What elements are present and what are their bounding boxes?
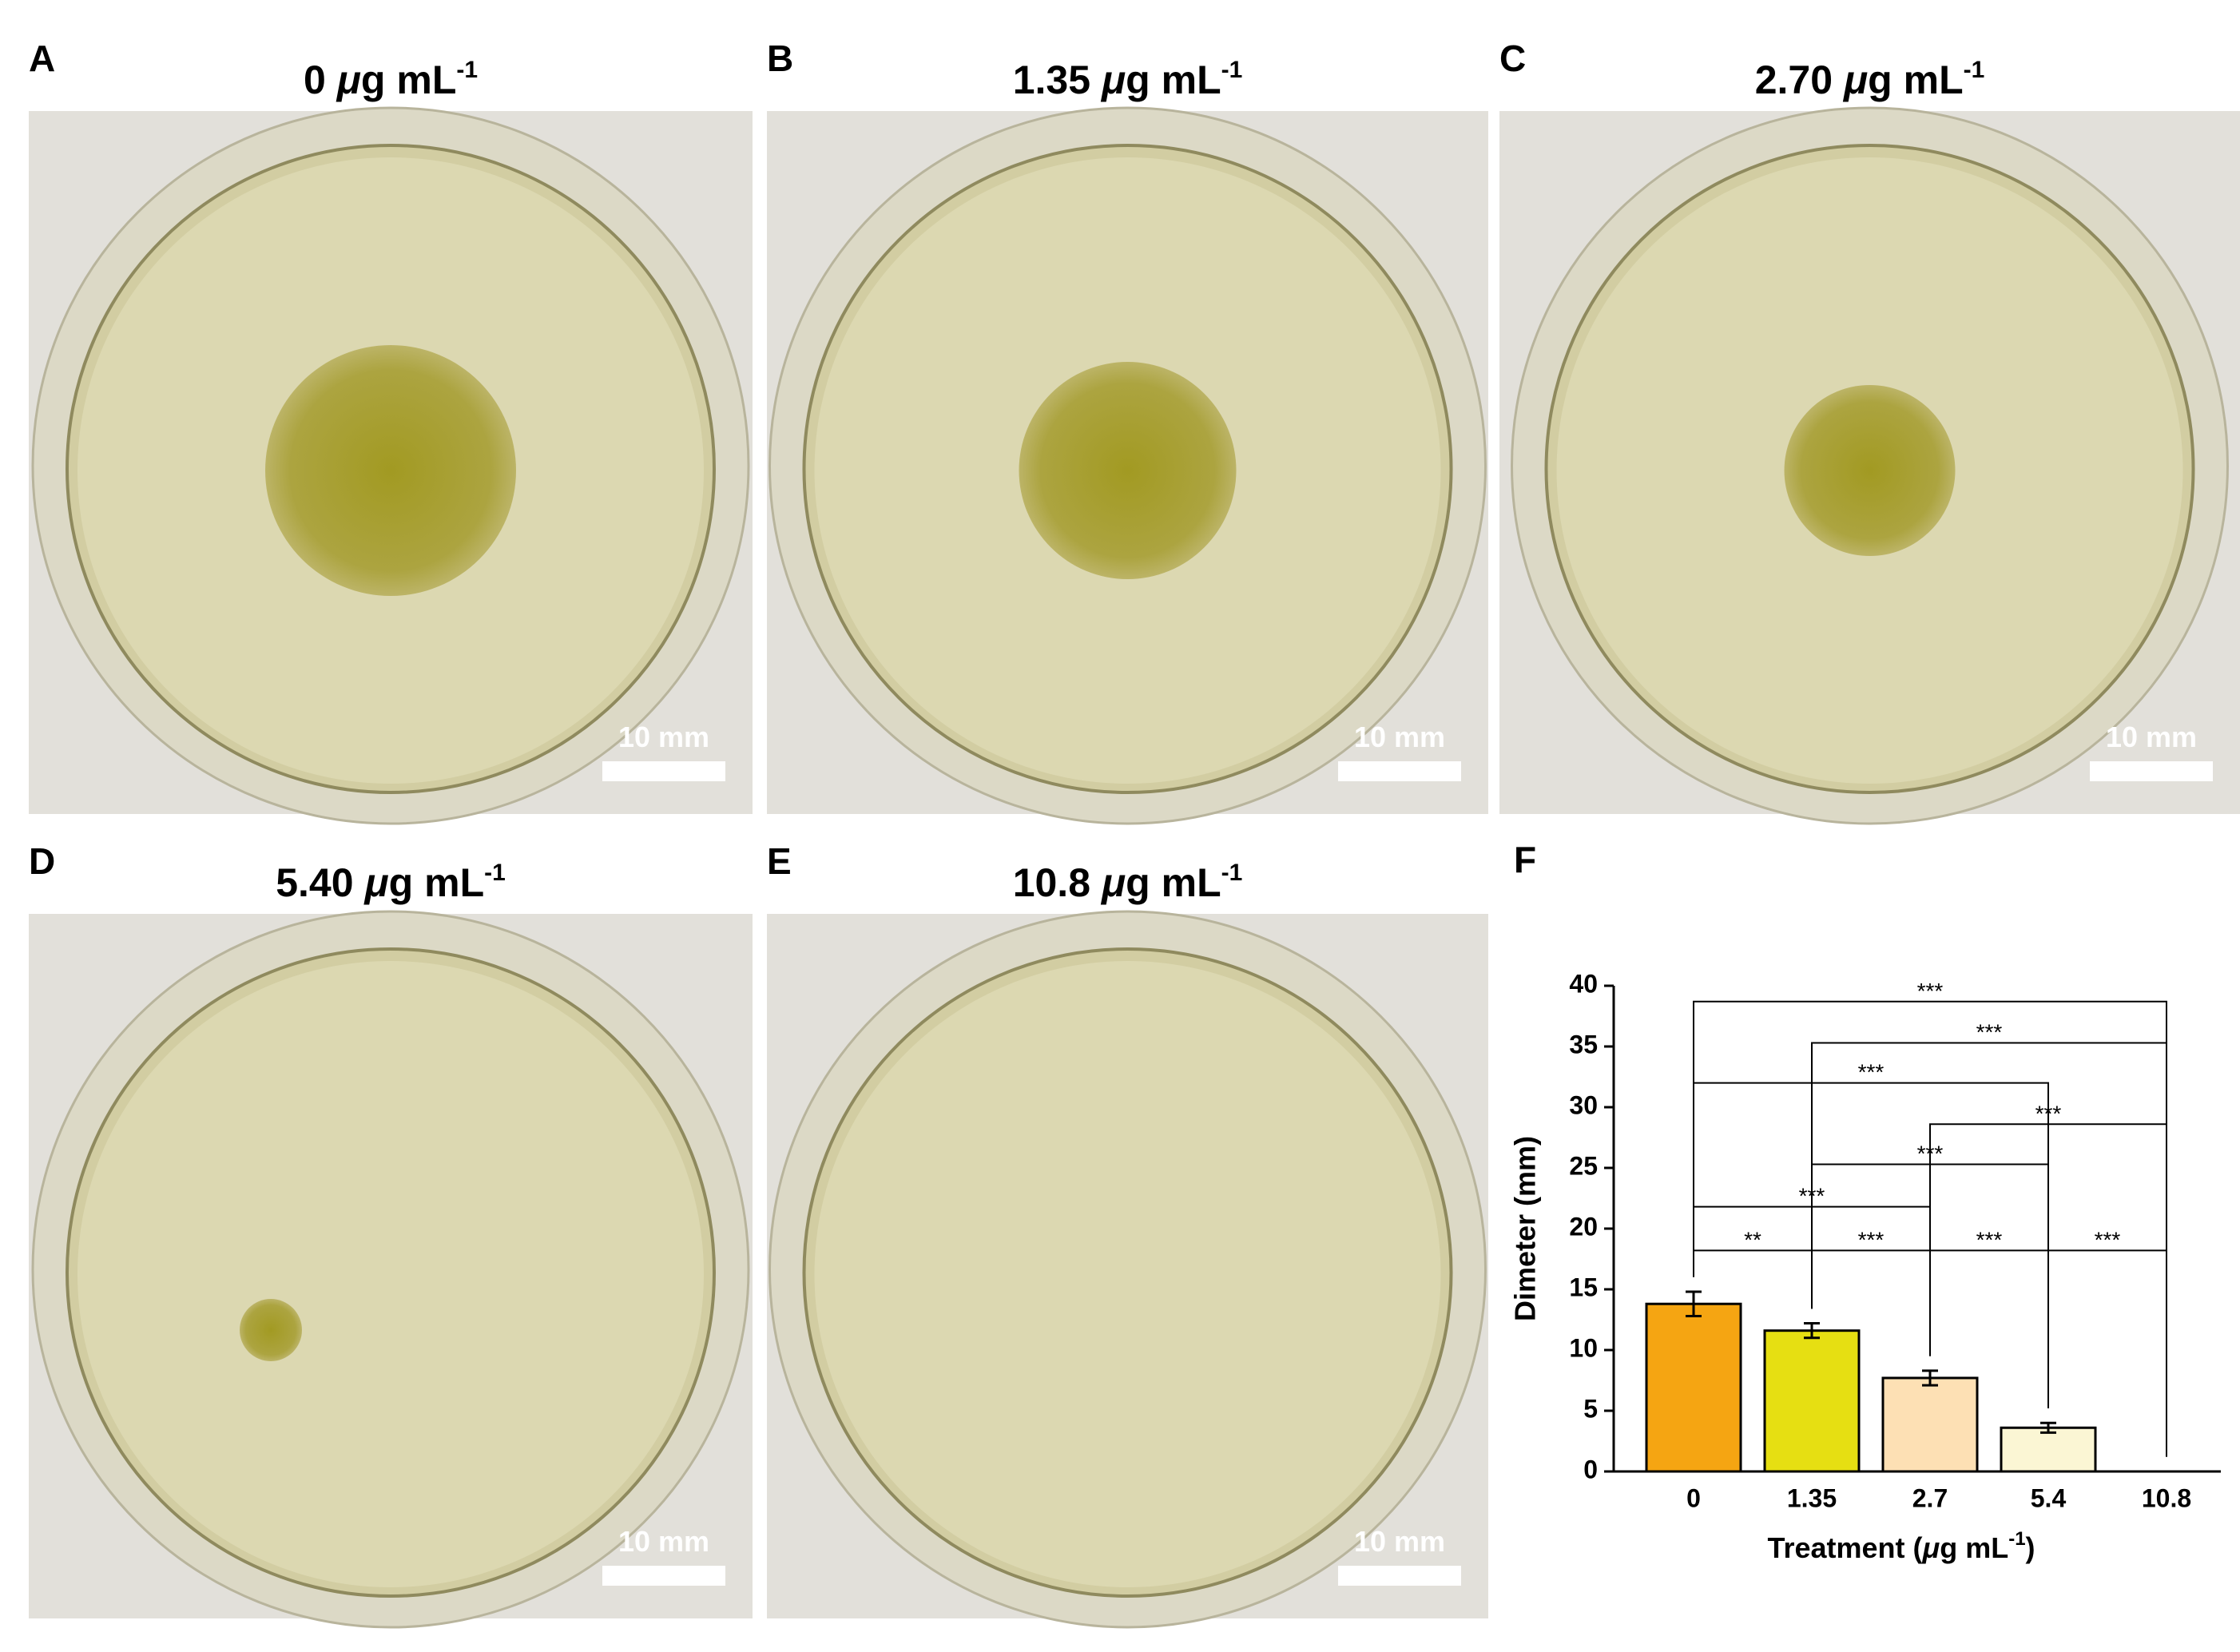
x-title-mu: μ: [1921, 1531, 1940, 1564]
significance-bracket: [1811, 1042, 2167, 1165]
significance-label: ***: [1976, 1019, 2003, 1044]
bracket-line: [1693, 1000, 2167, 1083]
bracket-line: [1693, 1249, 1813, 1309]
agar: [814, 961, 1441, 1587]
title-mu: μ: [1100, 58, 1126, 102]
panel-letter: F: [1514, 839, 1536, 880]
error-bar: [2040, 1421, 2056, 1434]
y-tick-label: 40: [1569, 969, 1598, 998]
title-value: 10.8: [1013, 860, 1090, 905]
x-title-exp: -1: [2008, 1528, 2025, 1550]
panel-letter: D: [29, 840, 55, 882]
panel-letter: A: [29, 38, 55, 79]
title-mu: μ: [336, 58, 361, 102]
colony: [1784, 385, 1956, 556]
title-value: 2.70: [1755, 58, 1833, 102]
error-bar: [1922, 1369, 1938, 1387]
significance-label: ***: [2095, 1227, 2121, 1252]
colony: [240, 1299, 302, 1361]
y-tick-label: 35: [1569, 1030, 1598, 1058]
title-value: 1.35: [1013, 58, 1090, 102]
panel-letter: C: [1499, 38, 1526, 79]
title-mu: μ: [1100, 860, 1126, 905]
x-tick-label: 10.8: [2142, 1483, 2191, 1512]
panel-title: 10.8 μg mL-1: [1013, 860, 1243, 905]
x-title-text: Treatment (: [1767, 1531, 1922, 1564]
y-tick-label: 10: [1569, 1333, 1598, 1362]
panel-letter: B: [767, 38, 793, 79]
scale-bar: [2090, 761, 2213, 781]
significance-label: ***: [1858, 1227, 1885, 1252]
bar: [2000, 1426, 2097, 1473]
title-exp: -1: [484, 860, 506, 886]
scale-bar: [1338, 1566, 1461, 1586]
scale-bar-label: 10 mm: [618, 721, 709, 753]
panel-letter: E: [767, 840, 792, 882]
significance-bracket: [1693, 1000, 2167, 1083]
y-tick-label: 20: [1569, 1212, 1598, 1241]
x-tick-label: 0: [1686, 1483, 1701, 1512]
significance-bracket: [2047, 1249, 2167, 1457]
significance-bracket: [1693, 1249, 1813, 1309]
title-unit: g mL: [1126, 860, 1221, 905]
title-mu: μ: [363, 860, 389, 905]
title-mu: μ: [1842, 58, 1868, 102]
agar: [77, 961, 704, 1587]
x-title-close: ): [2026, 1531, 2035, 1564]
y-tick-label: 5: [1583, 1394, 1598, 1423]
error-bar: [1804, 1322, 1820, 1340]
colony: [265, 345, 516, 596]
panel-title: 1.35 μg mL-1: [1013, 57, 1243, 102]
y-tick-label: 30: [1569, 1090, 1598, 1119]
bar: [1645, 1302, 1742, 1473]
title-exp: -1: [1221, 57, 1243, 83]
scale-bar: [602, 761, 725, 781]
photo: 10 mm: [1499, 106, 2240, 825]
title-exp: -1: [1221, 860, 1243, 886]
title-exp: -1: [456, 57, 478, 83]
title-value: 0: [304, 58, 326, 102]
significance-label: **: [1744, 1227, 1761, 1252]
y-axis-title: Dimeter (mm): [1509, 1136, 1542, 1321]
photo: 10 mm: [767, 910, 1488, 1629]
error-bar: [1686, 1290, 1702, 1317]
x-tick-label: 1.35: [1787, 1483, 1837, 1512]
scale-bar-label: 10 mm: [1354, 721, 1445, 753]
bracket-line: [2047, 1249, 2167, 1457]
title-value: 5.40: [276, 860, 353, 905]
title-unit: g mL: [1868, 58, 1963, 102]
scale-bar: [1338, 761, 1461, 781]
x-axis-title: Treatment (μg mL-1): [1767, 1528, 2035, 1564]
y-tick-label: 15: [1569, 1273, 1598, 1301]
x-tick-label: 2.7: [1912, 1483, 1948, 1512]
bar: [1763, 1329, 1861, 1473]
panel-title: 5.40 μg mL-1: [276, 860, 506, 905]
scale-bar-label: 10 mm: [2106, 721, 2197, 753]
photo: 10 mm: [29, 106, 753, 825]
significance-label: ***: [1917, 979, 1944, 1003]
significance-label: ***: [1858, 1060, 1885, 1085]
bracket-line: [1693, 1082, 2049, 1207]
panel-title: 0 μg mL-1: [304, 57, 478, 102]
y-tick-label: 25: [1569, 1151, 1598, 1180]
photo: 10 mm: [29, 910, 753, 1629]
title-exp: -1: [1964, 57, 1985, 83]
bracket-line: [1811, 1042, 2167, 1165]
title-unit: g mL: [1126, 58, 1221, 102]
significance-label: ***: [1976, 1227, 2003, 1252]
panel-title: 2.70 μg mL-1: [1755, 57, 1985, 102]
title-unit: g mL: [389, 860, 484, 905]
x-tick-label: 5.4: [2031, 1483, 2067, 1512]
scale-bar-label: 10 mm: [1354, 1525, 1445, 1558]
x-title-unit: g mL: [1940, 1531, 2008, 1564]
colony: [1019, 362, 1237, 579]
scale-bar-label: 10 mm: [618, 1525, 709, 1558]
significance-bracket: [1693, 1082, 2049, 1207]
bar: [1881, 1376, 1979, 1473]
photo: 10 mm: [767, 106, 1488, 825]
y-tick-label: 0: [1583, 1455, 1598, 1483]
title-unit: g mL: [361, 58, 456, 102]
scale-bar: [602, 1566, 725, 1586]
